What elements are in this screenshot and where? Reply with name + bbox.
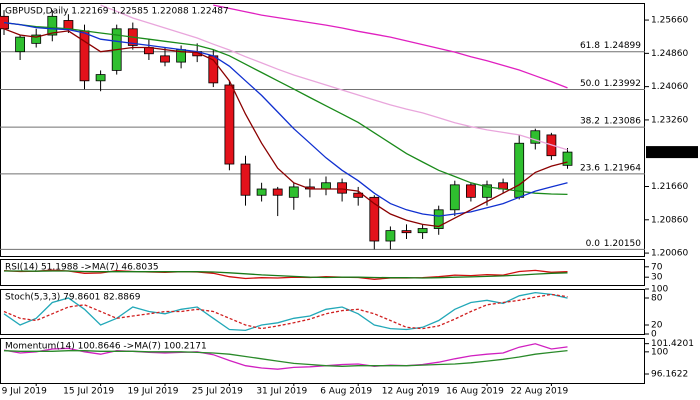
candle-body	[160, 55, 170, 63]
indicator-line	[3, 291, 568, 332]
candle-body	[224, 84, 235, 165]
fib-level-label: 23.6	[580, 163, 600, 173]
candle-body	[31, 34, 42, 44]
indicator-line	[3, 349, 568, 367]
x-tick-label: 6 Aug 2019	[320, 387, 372, 397]
indicator-line	[3, 21, 568, 217]
y-tick-label: 1.24860	[651, 49, 688, 59]
current-price-box	[646, 146, 698, 159]
fib-level-label: 38.2	[580, 117, 600, 127]
panel-frame	[0, 3, 645, 257]
candle-body	[433, 209, 444, 229]
y-tick-label: 1.24060	[651, 82, 688, 92]
x-tick-label: 16 Aug 2019	[446, 387, 504, 397]
panel-title: RSI(14) 51.1988 ->MA(7) 46.8035	[5, 263, 159, 273]
fib-level-label: 61.8	[580, 41, 600, 51]
y-tick-label: 101.4201	[651, 339, 694, 349]
fib-price-label: 1.21964	[604, 163, 641, 173]
y-tick-label: 0	[651, 330, 657, 340]
y-tick-label: 100	[651, 285, 668, 295]
candle-body	[15, 36, 26, 53]
candle-body	[288, 186, 299, 198]
indicator-line	[3, 21, 568, 196]
candle-body	[63, 20, 74, 30]
y-tick-label: 20	[651, 321, 663, 331]
fib-price-label: 1.20150	[604, 239, 641, 249]
candle-body	[369, 196, 380, 242]
candle-body	[256, 188, 267, 196]
x-tick-label: 25 Jul 2019	[192, 387, 243, 397]
panel-title: Momentum(14) 100.8646 ->MA(7) 100.2171	[5, 342, 207, 352]
y-tick-label: 1.20860	[651, 215, 688, 225]
candle-body	[401, 230, 412, 234]
candle-body	[272, 188, 283, 196]
indicator-line	[100, 4, 568, 151]
y-tick-label: 30	[651, 273, 663, 283]
indicator-line	[213, 4, 568, 89]
y-tick-label: 80	[651, 294, 663, 304]
y-tick-label: 1.23260	[651, 115, 688, 125]
x-tick-label: 22 Aug 2019	[511, 387, 569, 397]
panel-frame	[0, 259, 645, 286]
y-tick-label: 1.20060	[651, 249, 688, 259]
candle-body	[79, 30, 90, 82]
fib-price-label: 1.23992	[604, 79, 641, 89]
y-tick-label: 1.21660	[651, 182, 688, 192]
candle-body	[562, 151, 573, 166]
candle-body	[449, 184, 460, 211]
x-tick-label: 9 Jul 2019	[2, 387, 47, 397]
panel-title: Stoch(5,3,3) 79.8601 82.8869	[5, 293, 141, 303]
x-tick-label: 12 Aug 2019	[382, 387, 440, 397]
panel-frame	[0, 289, 645, 335]
candle-body	[385, 230, 396, 242]
candle-body	[321, 182, 331, 190]
indicator-line	[3, 343, 568, 370]
panel-title: GBPUSD,Daily 1.22169 1.22585 1.22088 1.2…	[5, 7, 229, 17]
y-tick-label: 70	[651, 262, 663, 272]
fib-price-label: 1.23086	[604, 117, 641, 127]
y-tick-label: 1.25660	[651, 16, 688, 26]
candle-body	[417, 228, 428, 234]
x-tick-label: 19 Jul 2019	[128, 387, 179, 397]
x-tick-label: 31 Jul 2019	[256, 387, 307, 397]
y-tick-label: 100	[651, 347, 668, 357]
candle-body	[337, 182, 348, 194]
candle-body	[47, 15, 58, 36]
fib-price-label: 1.24899	[604, 41, 641, 51]
y-tick-label: 96.1622	[651, 369, 688, 379]
candle-body	[95, 74, 106, 82]
indicator-line	[4, 270, 568, 279]
fib-level-label: 0.0	[586, 239, 601, 249]
candle-body	[530, 130, 541, 144]
candle-body	[482, 184, 492, 198]
indicator-line	[3, 269, 568, 280]
candle-body	[240, 163, 251, 196]
candle-body	[465, 184, 476, 198]
candle-body	[514, 142, 525, 198]
x-tick-label: 15 Jul 2019	[63, 387, 114, 397]
current-price-label: 1.22487	[651, 148, 688, 158]
indicator-line	[3, 28, 568, 228]
fib-level-label: 50.0	[580, 79, 600, 89]
